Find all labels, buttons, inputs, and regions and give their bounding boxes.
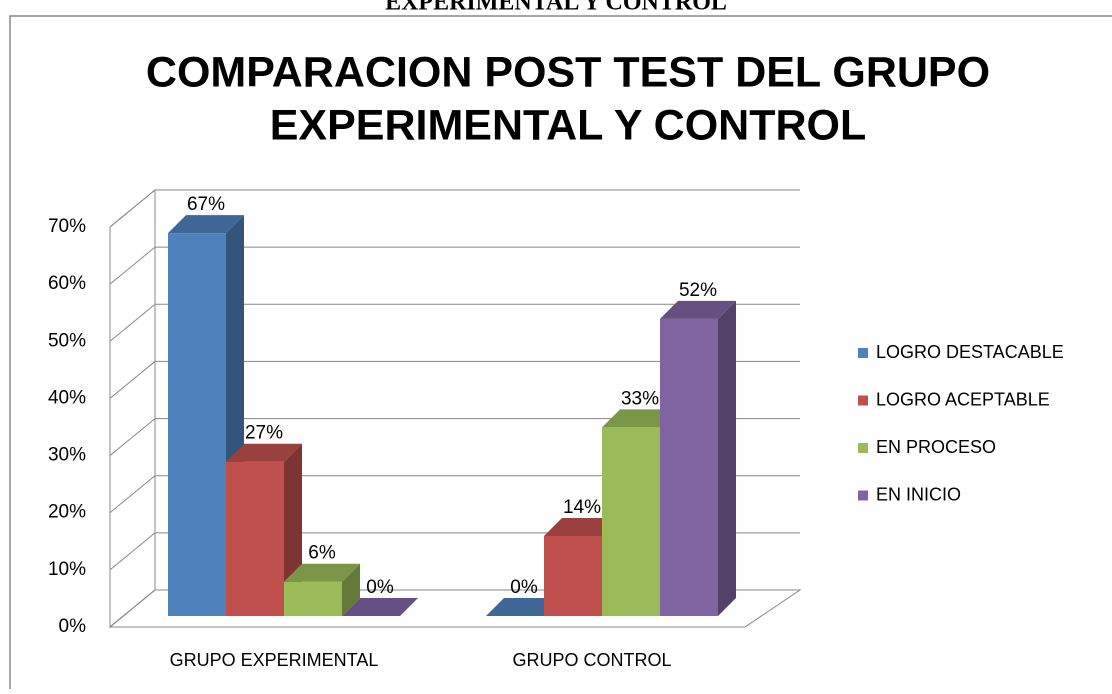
y-tick-label: 20%	[48, 502, 86, 523]
bar-top	[168, 215, 244, 234]
data-label: 6%	[308, 543, 336, 564]
bar-front	[168, 233, 226, 616]
bar	[342, 598, 418, 616]
data-label: 33%	[621, 388, 659, 409]
x-tick-label: GRUPO CONTROL	[512, 650, 671, 670]
bar	[660, 300, 736, 616]
bar	[486, 598, 562, 616]
legend-swatch	[858, 395, 868, 406]
data-label: 14%	[563, 497, 601, 518]
grid-line	[109, 475, 800, 514]
bar-front	[284, 581, 342, 616]
chart-title: COMPARACION POST TEST DEL GRUPO	[146, 48, 990, 96]
bar-side	[342, 563, 360, 616]
grid-line	[109, 189, 800, 228]
legend-label: LOGRO DESTACABLE	[876, 342, 1064, 362]
y-tick-label: 30%	[48, 445, 86, 466]
x-tick-label: GRUPO EXPERIMENTAL	[170, 650, 379, 670]
bar-top	[486, 598, 562, 616]
chart-title: EXPERIMENTAL Y CONTROL	[270, 101, 867, 149]
grid-line	[109, 246, 800, 285]
grid-line	[109, 418, 800, 456]
bar-top	[342, 598, 418, 616]
grid-line	[109, 303, 800, 342]
grid-line	[109, 360, 800, 399]
y-tick-label: 10%	[48, 559, 86, 580]
bar-top	[284, 563, 360, 582]
y-tick-label: 0%	[59, 616, 87, 637]
bar-top	[226, 443, 302, 462]
data-label: 27%	[245, 423, 283, 444]
data-label: 0%	[366, 577, 394, 598]
bar-front	[660, 318, 718, 616]
y-tick-label: 60%	[48, 273, 86, 294]
bar-front	[544, 536, 602, 616]
legend-swatch	[858, 348, 868, 358]
document-heading: EXPERIMENTAL Y CONTROL	[385, 0, 727, 16]
bar-top	[660, 300, 736, 319]
y-tick-label: 50%	[48, 330, 86, 351]
bar-side	[718, 300, 736, 616]
bar-front	[602, 427, 660, 616]
legend-swatch	[858, 490, 868, 501]
bar-front	[226, 461, 284, 616]
data-label: 52%	[679, 280, 717, 301]
legend-label: EN PROCESO	[876, 437, 996, 457]
bar	[284, 563, 360, 616]
legend-label: LOGRO ACEPTABLE	[876, 389, 1050, 409]
legend-label: EN INICIO	[876, 484, 961, 504]
data-label: 67%	[187, 194, 225, 215]
legend-swatch	[858, 443, 868, 453]
y-tick-label: 70%	[48, 216, 86, 237]
y-tick-label: 40%	[48, 387, 86, 408]
data-label: 0%	[510, 577, 538, 598]
bar-top	[602, 409, 678, 428]
bar-top	[544, 518, 620, 536]
